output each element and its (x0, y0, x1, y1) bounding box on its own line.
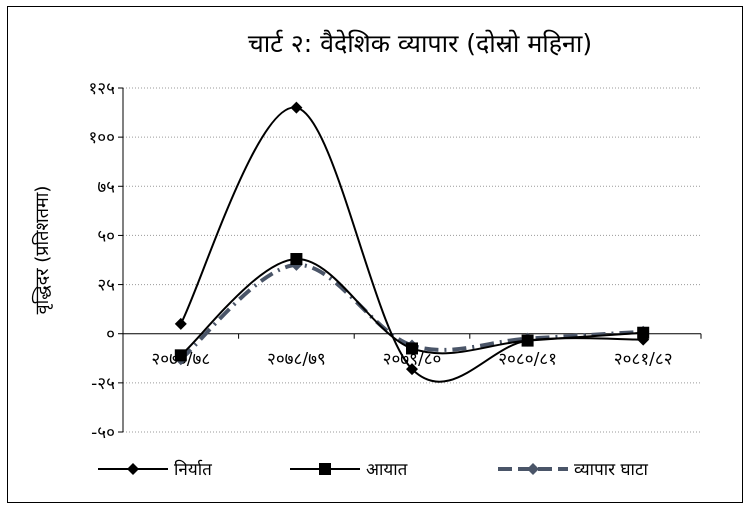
y-axis (118, 87, 124, 433)
x-tick-label: २०७९/८० (383, 350, 442, 370)
chart-title: चार्ट २: वैदेशिक व्यापार (दोस्रो महिना) (248, 29, 592, 58)
y-tick-labels: १२५ १०० ७५ ५० २५ ० -२५ -५० (88, 79, 115, 443)
data-point (637, 326, 650, 339)
chart-frame (7, 6, 743, 503)
legend-marker (127, 463, 139, 475)
series-2 (174, 253, 650, 362)
x-tick-label: २०७८/७९ (267, 350, 326, 370)
x-tick-label: २०८०/८१ (498, 350, 557, 370)
legend-label: निर्यात (174, 459, 212, 480)
data-point (174, 317, 187, 330)
legend-marker (527, 463, 539, 475)
x-tick-label: २०८१/८२ (614, 350, 673, 370)
y-axis-label: वृद्धिदर (प्रतिशतमा) (31, 186, 53, 315)
legend-item-3: व्यापार घाटा (498, 460, 649, 480)
y-tick-label: २५ (97, 276, 115, 296)
y-tick-label: १०० (88, 128, 115, 148)
y-tick-label: -२५ (91, 374, 115, 394)
y-tick-label: ७५ (97, 177, 115, 197)
data-point (174, 349, 187, 362)
data-point (406, 363, 418, 376)
y-tick-label: १२५ (88, 79, 115, 99)
legend-label: व्यापार घाटा (574, 460, 649, 480)
legend-item-1: निर्यात (98, 459, 212, 480)
data-point (290, 253, 303, 266)
legend-item-2: आयात (290, 460, 408, 480)
y-tick-label: -५० (91, 423, 115, 443)
legend-marker (319, 463, 331, 475)
legend: निर्यात आयात व्यापार घाटा (98, 459, 649, 480)
y-tick-label: ५० (97, 226, 115, 246)
series-group (174, 101, 650, 383)
gridlines (123, 87, 701, 433)
data-point (290, 101, 303, 114)
data-point (406, 342, 418, 355)
legend-label: आयात (366, 460, 408, 480)
data-point (521, 334, 534, 347)
y-tick-label: ० (106, 325, 115, 345)
